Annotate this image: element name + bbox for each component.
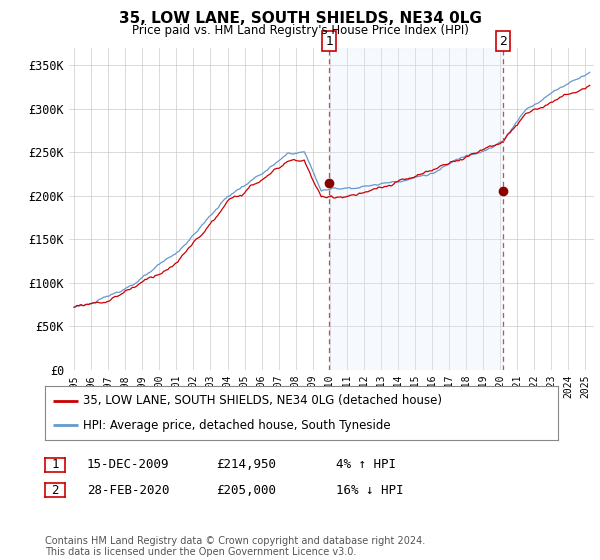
Text: £214,950: £214,950 bbox=[216, 458, 276, 472]
Text: 28-FEB-2020: 28-FEB-2020 bbox=[87, 483, 170, 497]
Text: 1: 1 bbox=[51, 458, 59, 472]
Text: 35, LOW LANE, SOUTH SHIELDS, NE34 0LG: 35, LOW LANE, SOUTH SHIELDS, NE34 0LG bbox=[119, 11, 481, 26]
Text: Price paid vs. HM Land Registry's House Price Index (HPI): Price paid vs. HM Land Registry's House … bbox=[131, 24, 469, 37]
Text: 1: 1 bbox=[325, 35, 333, 48]
Text: 2: 2 bbox=[499, 35, 507, 48]
Text: 2: 2 bbox=[51, 483, 59, 497]
Text: £205,000: £205,000 bbox=[216, 483, 276, 497]
Text: 16% ↓ HPI: 16% ↓ HPI bbox=[336, 483, 404, 497]
Text: 4% ↑ HPI: 4% ↑ HPI bbox=[336, 458, 396, 472]
Text: Contains HM Land Registry data © Crown copyright and database right 2024.
This d: Contains HM Land Registry data © Crown c… bbox=[45, 535, 425, 557]
Text: HPI: Average price, detached house, South Tyneside: HPI: Average price, detached house, Sout… bbox=[83, 419, 391, 432]
Text: 35, LOW LANE, SOUTH SHIELDS, NE34 0LG (detached house): 35, LOW LANE, SOUTH SHIELDS, NE34 0LG (d… bbox=[83, 394, 442, 407]
Text: 15-DEC-2009: 15-DEC-2009 bbox=[87, 458, 170, 472]
Bar bbox=[329, 48, 503, 370]
